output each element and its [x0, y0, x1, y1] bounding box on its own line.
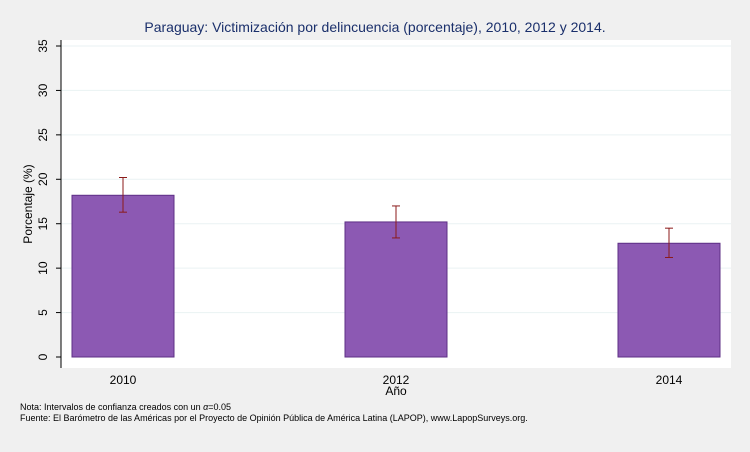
error-bar-2012	[392, 205, 400, 239]
error-bar-2010	[119, 177, 127, 213]
alpha-symbol: α	[203, 402, 209, 412]
source-line: Fuente: El Barómetro de las Américas por…	[20, 413, 528, 423]
alpha-value: =0.05	[208, 402, 232, 412]
y-tick-label: 5	[36, 309, 50, 316]
x-tick-label-2012: 2012	[383, 373, 410, 387]
y-tick-label: 20	[36, 172, 50, 186]
x-ticks: 2010 2012 2014	[110, 373, 683, 387]
note-line: Nota: Intervalos de confianza creados co…	[20, 402, 231, 412]
bar-2014	[617, 242, 721, 358]
chart-title: Paraguay: Victimización por delincuencia…	[144, 19, 605, 35]
bar-2010	[71, 194, 175, 358]
note-prefix: Nota: Intervalos de confianza creados co…	[20, 402, 204, 412]
y-ticks: 0 5 10 15 20 25 30 35	[36, 39, 61, 360]
error-bar-2014	[665, 227, 673, 258]
x-tick-label-2014: 2014	[656, 373, 683, 387]
x-tick-label-2010: 2010	[110, 373, 137, 387]
bars	[71, 194, 721, 358]
y-tick-label: 25	[36, 128, 50, 142]
y-tick-label: 35	[36, 39, 50, 53]
error-bars	[119, 177, 673, 258]
y-tick-label: 15	[36, 217, 50, 231]
bar-2012	[344, 221, 448, 358]
y-tick-label: 0	[36, 353, 50, 360]
y-axis-title: Porcentaje (%)	[21, 164, 35, 243]
y-tick-label: 10	[36, 261, 50, 275]
y-tick-label: 30	[36, 83, 50, 97]
x-axis-title: Año	[385, 384, 407, 398]
